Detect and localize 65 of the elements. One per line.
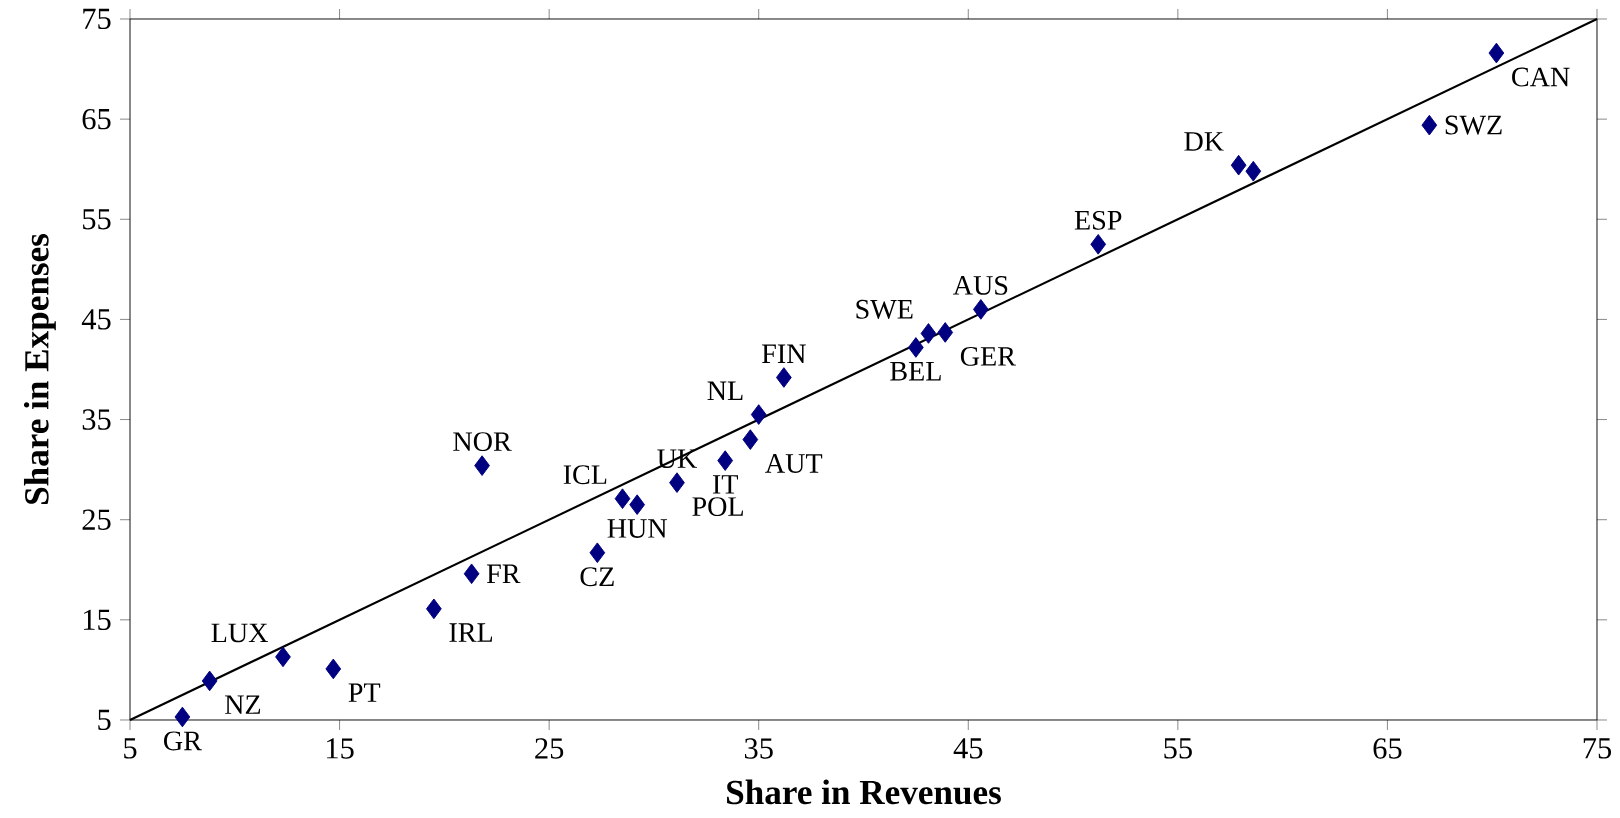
annotation: FIN — [762, 344, 806, 363]
y-tick-label: 55 — [83, 209, 111, 230]
annotation: LUX — [211, 623, 268, 643]
annotation: IRL — [449, 623, 492, 642]
annotation: FR — [486, 564, 521, 583]
point — [474, 455, 490, 476]
x-tick-label: 45 — [953, 738, 983, 759]
point — [908, 337, 924, 358]
x-tick-label: 55 — [1164, 738, 1192, 759]
point — [1488, 42, 1505, 64]
x-tick-label: 25 — [535, 738, 564, 759]
annotation: HUN — [607, 519, 667, 538]
annotation: ICL — [563, 465, 607, 485]
y-tick-label: 75 — [83, 8, 111, 30]
x-axis-title: Share in Revenues — [727, 779, 1001, 805]
annotation: POL — [692, 497, 743, 517]
annotation: AUS — [952, 275, 1008, 295]
point — [275, 646, 291, 668]
y-tick-label: 25 — [82, 509, 111, 530]
point — [973, 299, 989, 320]
annotation: CZ — [580, 567, 614, 587]
point — [629, 494, 646, 515]
point — [750, 404, 767, 425]
point — [1421, 114, 1438, 136]
x-tick-label: 65 — [1373, 738, 1402, 759]
point — [589, 542, 606, 564]
point — [1090, 234, 1107, 255]
point — [742, 429, 759, 450]
point — [201, 670, 218, 692]
annotation: NOR — [453, 432, 512, 452]
annotation: AUT — [765, 454, 823, 473]
y-axis-title: Share in Expenses — [23, 234, 56, 504]
annotation: DK — [1184, 132, 1224, 151]
point — [426, 598, 442, 620]
annotation: SWZ — [1445, 115, 1502, 135]
annotation: SWE — [856, 299, 913, 319]
point — [776, 367, 792, 388]
point — [1230, 154, 1247, 176]
point — [325, 658, 342, 680]
annotation: NL — [707, 381, 743, 401]
point — [1245, 160, 1262, 182]
y-tick-label: 65 — [82, 108, 111, 130]
point — [669, 472, 685, 493]
y-tick-label: 15 — [83, 609, 111, 631]
y-tick-label: 35 — [82, 409, 111, 430]
point — [614, 488, 631, 509]
point — [174, 706, 191, 728]
x-tick-label: 5 — [124, 738, 137, 759]
annotation: GR — [164, 731, 202, 751]
annotation: PT — [348, 683, 381, 702]
annotation: NZ — [224, 695, 261, 714]
point — [937, 322, 954, 343]
annotation: GER — [960, 346, 1016, 366]
x-tick-label: 75 — [1583, 738, 1612, 759]
annotation: CAN — [1512, 67, 1570, 87]
y-tick-label: 5 — [98, 709, 111, 731]
point — [717, 450, 734, 471]
annotation: BEL — [890, 361, 941, 381]
point — [920, 323, 937, 344]
x-tick-label: 35 — [744, 738, 773, 759]
x-tick-label: 15 — [327, 738, 354, 759]
annotation: ESP — [1074, 210, 1122, 230]
annotation: IT — [712, 475, 738, 494]
point — [463, 563, 480, 585]
y-tick-label: 45 — [81, 309, 111, 330]
